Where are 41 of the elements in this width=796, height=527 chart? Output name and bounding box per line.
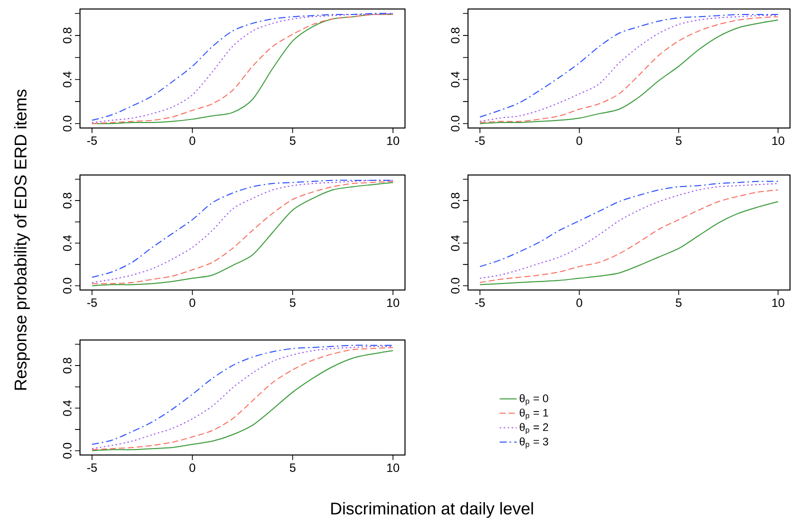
x-tick-label: -5 (87, 298, 97, 307)
x-tick-label: 0 (576, 298, 582, 307)
y-tick-label: 0.8 (451, 192, 460, 208)
y-tick-label: 0.0 (63, 442, 72, 459)
x-tick-label: -5 (475, 298, 485, 307)
x-tick-label: -5 (87, 464, 97, 472)
x-tick-label: -5 (87, 136, 97, 145)
x-tick-label: 0 (189, 464, 196, 472)
x-tick-label: 10 (387, 298, 400, 307)
x-tick-label: 0 (189, 298, 196, 307)
x-tick-label: 10 (772, 136, 784, 145)
x-axis-title: Discrimination at daily level (331, 502, 533, 518)
y-tick-label: 0.8 (451, 28, 460, 44)
y-tick-label: 0.4 (63, 400, 72, 416)
x-tick-label: 0 (576, 136, 582, 145)
y-tick-label: 0.0 (63, 116, 72, 132)
x-tick-label: 5 (676, 136, 682, 145)
y-tick-label: 0.4 (451, 72, 460, 88)
y-tick-label: 0.8 (63, 28, 72, 44)
legend-label: θ$_{p}$ = 2 (520, 422, 548, 434)
y-tick-label: 0.0 (451, 116, 460, 132)
x-tick-label: 5 (290, 464, 296, 472)
y-tick-label: 0.4 (63, 72, 72, 88)
y-tick-label: 0.8 (63, 192, 72, 208)
x-tick-label: 5 (676, 298, 682, 307)
y-tick-label: 0.0 (63, 278, 72, 294)
y-tick-label: 0.0 (451, 278, 460, 294)
y-axis-title: Response probability of EDS ERD items (14, 90, 30, 390)
x-tick-label: 5 (290, 136, 296, 145)
legend-label: θ$_{p}$ = 3 (520, 437, 548, 449)
legend-label: θ$_{p}$ = 0 (520, 394, 548, 406)
y-tick-label: 0.4 (451, 235, 460, 251)
legend-label: θ$_{p}$ = 1 (520, 408, 548, 420)
x-tick-label: 5 (290, 298, 296, 307)
x-tick-label: -5 (475, 136, 485, 145)
y-tick-label: 0.4 (63, 235, 72, 251)
y-tick-label: 0.8 (63, 358, 72, 374)
x-tick-label: 10 (772, 298, 784, 307)
x-tick-label: 10 (387, 136, 400, 145)
x-tick-label: 0 (189, 136, 196, 145)
x-tick-label: 10 (387, 464, 400, 472)
